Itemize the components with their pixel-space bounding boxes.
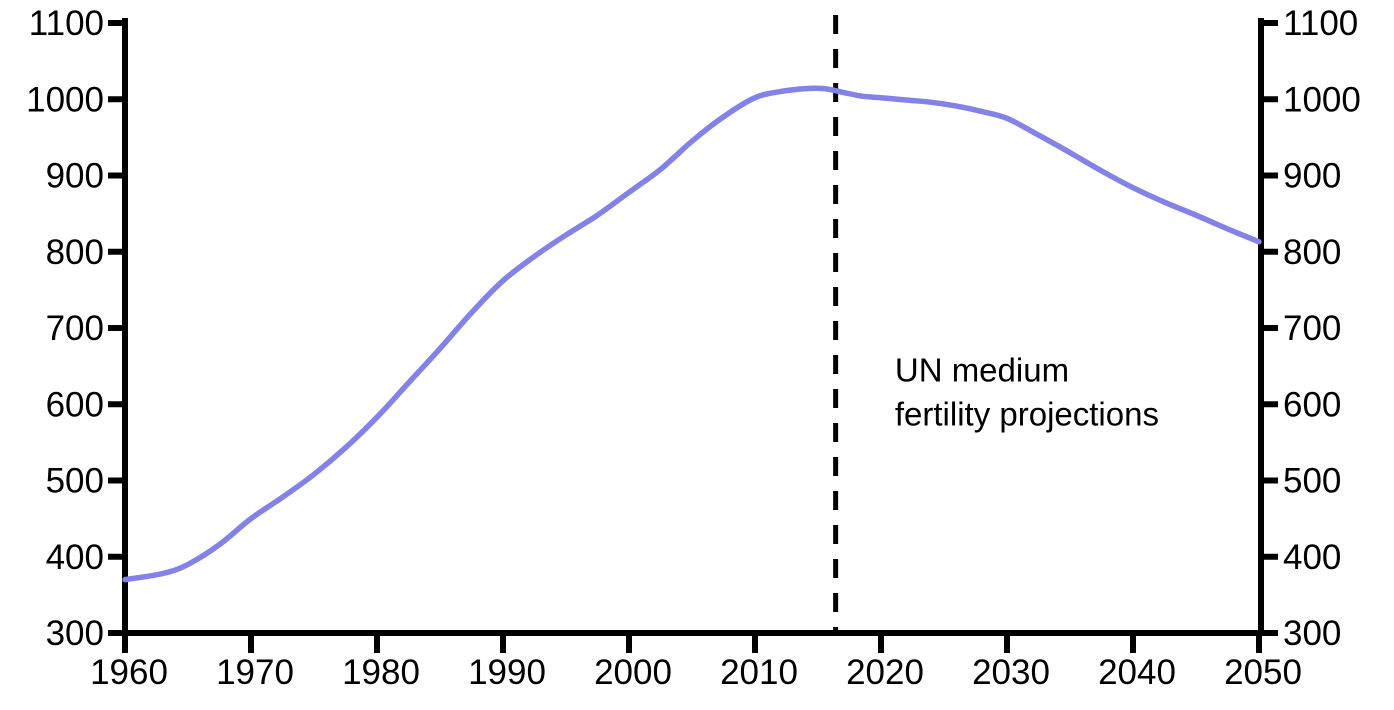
x-axis-tick-label: 2050 (1224, 653, 1302, 692)
y-axis-left-tick-label: 700 (46, 309, 104, 348)
y-axis-right-tick-label: 300 (1283, 614, 1341, 653)
y-axis-left-tick-label: 400 (46, 538, 104, 577)
x-axis-tick-label: 2000 (594, 653, 672, 692)
y-axis-left-tick-label: 300 (46, 614, 104, 653)
x-axis-tick-label: 1970 (216, 653, 294, 692)
y-axis-left-tick-label: 500 (46, 462, 104, 501)
x-axis-tick-label: 2040 (1098, 653, 1176, 692)
x-axis-tick-label: 1980 (342, 653, 420, 692)
y-axis-right-tick-label: 500 (1283, 462, 1341, 501)
y-axis-right-tick-label: 600 (1283, 385, 1341, 424)
y-axis-right-tick-label: 800 (1283, 233, 1341, 272)
y-axis-right-tick-label: 700 (1283, 309, 1341, 348)
population-series-line (122, 85, 1262, 583)
projection-annotation-line: fertility projections (895, 395, 1159, 432)
y-axis-right-tick-label: 1000 (1283, 80, 1361, 119)
y-axis-left-tick-label: 800 (46, 233, 104, 272)
y-axis-left-tick-label: 900 (46, 157, 104, 196)
y-axis-left-tick-label: 1100 (29, 4, 104, 43)
x-axis-tick-label: 2020 (846, 653, 924, 692)
y-axis-right-tick-label: 400 (1283, 538, 1341, 577)
y-axis-left-tick-label: 1000 (26, 80, 104, 119)
y-axis-right-tick-label: 1100 (1283, 4, 1358, 43)
x-axis-tick-label: 1990 (468, 653, 546, 692)
x-axis-tick-label: 2010 (720, 653, 798, 692)
y-axis-left-tick-label: 600 (46, 385, 104, 424)
y-axis-right-tick-label: 900 (1283, 157, 1341, 196)
x-axis-tick-label: 2030 (972, 653, 1050, 692)
projection-annotation-line: UN medium (895, 351, 1069, 388)
x-axis-tick-label: 1960 (90, 653, 168, 692)
